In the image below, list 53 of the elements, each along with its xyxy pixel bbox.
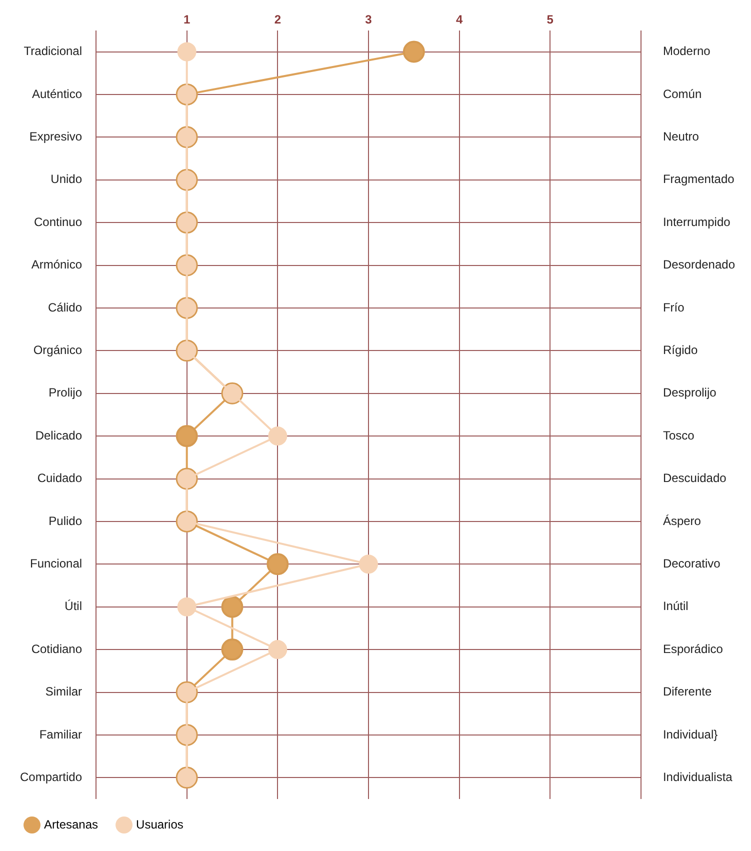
x-tick-label: 1 [184,12,191,27]
y2-tick-label: Tosco [662,428,695,442]
y2-tick-label: Individual} [662,727,718,742]
x-tick-label: 5 [546,12,554,27]
y-tick-label: Familiar [39,727,82,742]
y2-tick-label: Decorativo [662,556,721,570]
y2-tick-label: Descuidado [662,471,727,486]
x-tick-label: 4 [456,12,463,27]
y-tick-label: Unido [50,172,82,186]
y2-tick-label: Esporádico [662,642,724,656]
y2-tick-label: Desordenado [662,258,736,272]
y-tick-label: Prolijo [48,386,82,400]
y2-tick-label: Inútil [662,599,688,614]
y-tick-label: Cotidiano [31,642,82,656]
y2-tick-label: Interrumpido [662,214,731,229]
point [176,425,198,448]
legend-label: Artesanas [44,817,98,832]
y-tick-label: Útil [64,599,82,614]
point [358,554,378,574]
y2-tick-label: Moderno [662,44,711,58]
y2-tick-label: Áspero [662,514,702,528]
x-tick-label: 3 [365,12,372,27]
y-tick-label: Orgánico [33,342,82,357]
y2-tick-label: Común [662,86,702,101]
y2-tick-label: Fragmentado [662,172,735,186]
point [177,42,196,62]
y2-tick-label: Frío [662,300,685,314]
point [221,638,244,661]
y-tick-label: Tradicional [24,44,82,58]
y-tick-label: Funcional [30,556,82,570]
y-tick-label: Cálido [48,300,82,314]
point [268,640,288,660]
y-tick-label: Cuidado [37,471,82,486]
y2-tick-label: Diferente [662,684,712,699]
y-tick-label: Continuo [34,214,82,229]
y-tick-label: Compartido [20,770,82,784]
point [402,40,425,63]
legend-label: Usuarios [136,817,184,832]
y-tick-label: Pulido [48,514,82,528]
y-tick-label: Delicado [35,428,82,442]
point [177,597,196,616]
y-tick-label: Expresivo [29,129,82,144]
y2-tick-label: Rígido [662,342,698,357]
point [266,553,289,576]
y-tick-label: Similar [45,684,82,699]
y2-tick-label: Desprolijo [662,386,717,400]
point [221,596,244,618]
point [268,426,288,446]
y-tick-label: Auténtico [32,86,82,101]
y2-tick-label: Individualista [662,770,733,784]
y2-tick-label: Neutro [662,129,700,144]
x-tick-label: 2 [274,12,282,27]
y-tick-label: Armónico [31,258,82,272]
